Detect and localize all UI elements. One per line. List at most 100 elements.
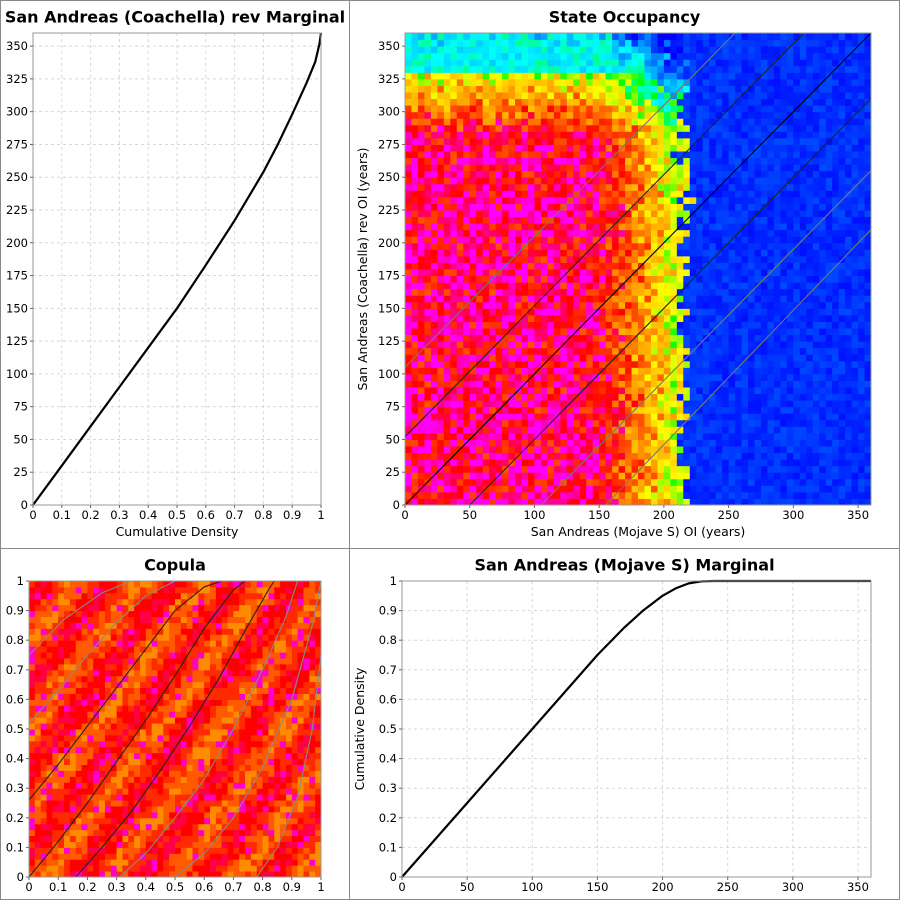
heatmap-cell: [618, 210, 626, 218]
heatmap-cell: [670, 334, 678, 342]
heatmap-cell: [469, 137, 477, 145]
heatmap-cell: [793, 347, 801, 355]
heatmap-cell: [456, 432, 464, 440]
heatmap-cell: [456, 314, 464, 322]
heatmap-cell: [767, 229, 775, 237]
heatmap-cell: [754, 446, 762, 454]
heatmap-cell: [657, 367, 665, 375]
heatmap-cell: [456, 65, 464, 73]
heatmap-cell: [683, 367, 691, 375]
heatmap-cell: [663, 92, 671, 100]
heatmap-cell: [469, 33, 477, 41]
heatmap-cell: [650, 118, 658, 126]
heatmap-cell: [443, 308, 451, 316]
heatmap-cell: [579, 347, 587, 355]
heatmap-cell: [780, 282, 788, 290]
heatmap-cell: [832, 452, 840, 460]
heatmap-cell: [502, 255, 510, 263]
heatmap-cell: [663, 360, 671, 368]
heatmap-cell: [437, 111, 445, 119]
heatmap-cell: [696, 137, 704, 145]
heatmap-cell: [773, 491, 781, 499]
heatmap-cell: [773, 183, 781, 191]
heatmap-cell: [508, 131, 516, 139]
heatmap-cell: [566, 137, 574, 145]
heatmap-cell: [825, 216, 833, 224]
heatmap-cell: [748, 170, 755, 178]
heatmap-cell: [443, 249, 451, 257]
heatmap-cell: [696, 498, 704, 506]
heatmap-cell: [430, 393, 438, 401]
heatmap-cell: [754, 426, 762, 434]
heatmap-cell: [476, 400, 484, 408]
heatmap-cell: [476, 478, 484, 486]
heatmap-cell: [670, 446, 678, 454]
heatmap-cell: [424, 33, 432, 41]
heatmap-cell: [456, 295, 464, 303]
heatmap-cell: [579, 111, 587, 119]
heatmap-cell: [793, 426, 801, 434]
heatmap-cell: [592, 485, 600, 493]
heatmap-cell: [534, 452, 542, 460]
heatmap-cell: [728, 400, 736, 408]
heatmap-cell: [754, 452, 762, 460]
heatmap-cell: [812, 478, 820, 486]
heatmap-cell: [612, 485, 620, 493]
heatmap-cell: [553, 151, 561, 159]
heatmap-cell: [825, 472, 833, 480]
heatmap-cell: [631, 413, 639, 421]
heatmap-cell: [605, 203, 613, 211]
heatmap-cell: [735, 249, 743, 257]
heatmap-cell: [424, 144, 432, 152]
heatmap-cell: [676, 203, 684, 211]
heatmap-cell: [748, 301, 755, 309]
heatmap-cell: [638, 216, 645, 224]
heatmap-cell: [527, 59, 535, 67]
heatmap-cell: [592, 59, 600, 67]
heatmap-cell: [463, 485, 471, 493]
heatmap-cell: [799, 46, 807, 54]
heatmap-cell: [527, 347, 535, 355]
heatmap-cell: [638, 196, 645, 204]
heatmap-cell: [825, 111, 833, 119]
heatmap-cell: [625, 485, 633, 493]
heatmap-cell: [799, 472, 807, 480]
heatmap-cell: [663, 33, 671, 41]
heatmap-cell: [534, 472, 542, 480]
heatmap-cell: [786, 498, 794, 506]
heatmap-cell: [515, 301, 522, 309]
heatmap-cell: [683, 498, 691, 506]
heatmap-cell: [618, 360, 626, 368]
heatmap-cell: [586, 498, 594, 506]
heatmap-cell: [579, 334, 587, 342]
heatmap-cell: [405, 46, 412, 54]
heatmap-cell: [599, 288, 607, 296]
heatmap-cell: [547, 52, 555, 60]
heatmap-cell: [612, 406, 620, 414]
heatmap-cell: [741, 131, 749, 139]
heatmap-cell: [456, 406, 464, 414]
heatmap-cell: [547, 131, 555, 139]
heatmap-cell: [586, 367, 594, 375]
heatmap-cell: [663, 151, 671, 159]
heatmap-cell: [417, 288, 425, 296]
heatmap-cell: [819, 229, 827, 237]
heatmap-cell: [825, 498, 833, 506]
heatmap-cell: [709, 105, 717, 113]
heatmap-cell: [515, 65, 522, 73]
heatmap-cell: [437, 151, 445, 159]
heatmap-cell: [476, 341, 484, 349]
heatmap-cell: [825, 439, 833, 447]
heatmap-cell: [767, 124, 775, 132]
heatmap-cell: [540, 465, 548, 473]
heatmap-cell: [612, 236, 620, 244]
heatmap-cell: [502, 242, 510, 250]
heatmap-cell: [728, 373, 736, 381]
heatmap-cell: [754, 118, 762, 126]
heatmap-cell: [605, 426, 613, 434]
heatmap-cell: [806, 144, 814, 152]
heatmap-cell: [489, 485, 497, 493]
heatmap-cell: [722, 52, 730, 60]
heatmap-cell: [793, 144, 801, 152]
heatmap-cell: [560, 223, 568, 231]
